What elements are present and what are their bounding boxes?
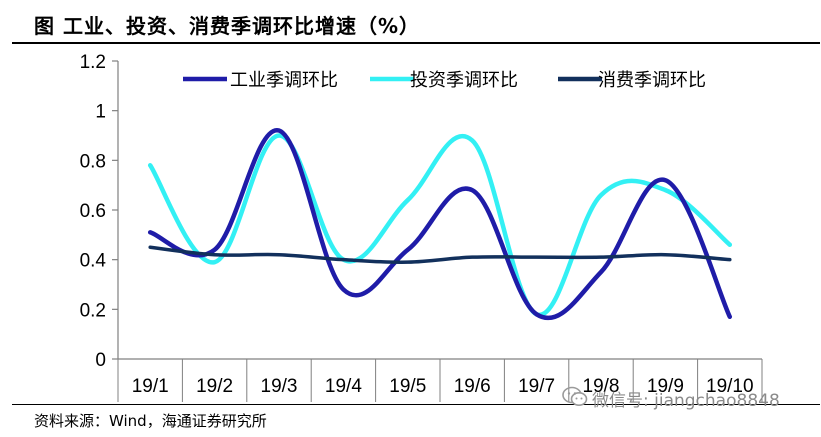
x-tick-label: 19/6 [454, 376, 491, 397]
x-tick-label: 19/5 [389, 376, 426, 397]
x-tick-label: 19/7 [518, 376, 555, 397]
x-tick-label: 19/10 [706, 376, 754, 397]
wechat-icon [562, 386, 588, 406]
y-tick-label: 0.6 [80, 201, 106, 222]
series-line-3 [148, 245, 732, 264]
legend-label: 投资季调环比 [410, 70, 518, 91]
x-tick-label: 19/8 [583, 376, 620, 397]
line-chart: 0 0.2 0.4 0.6 0.8 1 1.2 19/1 19/2 19/3 19/4 19/5 19/… [80, 52, 763, 402]
x-tick-label: 19/4 [325, 376, 362, 397]
series-line-2 [147, 133, 733, 317]
series-line-1 [147, 128, 733, 321]
x-tick-label: 19/9 [647, 376, 684, 397]
x-tick-label: 19/2 [196, 376, 233, 397]
y-tick-label: 0 [95, 350, 106, 371]
legend-label: 工业季调环比 [230, 70, 338, 91]
header-rule [12, 42, 820, 44]
watermark: 微信号: jiangchao8848 [562, 384, 802, 411]
legend-label: 消费季调环比 [598, 70, 706, 91]
y-tick-label: 1.2 [80, 52, 106, 73]
y-tick-label: 1 [95, 102, 106, 123]
source-note: 资料来源：Wind，海通证券研究所 [34, 412, 267, 430]
y-tick-label: 0.2 [80, 300, 106, 321]
y-tick-label: 0.8 [80, 151, 106, 172]
watermark-text: 微信号: jiangchao8848 [592, 391, 780, 411]
footer-rule [12, 404, 820, 405]
chart-title: 图 工业、投资、消费季调环比增速（%） [34, 14, 421, 38]
x-tick-label: 19/1 [132, 376, 169, 397]
y-tick-label: 0.4 [80, 251, 107, 272]
header: 图 工业、投资、消费季调环比增速（%） [0, 0, 821, 44]
x-tick-label: 19/3 [261, 376, 298, 397]
